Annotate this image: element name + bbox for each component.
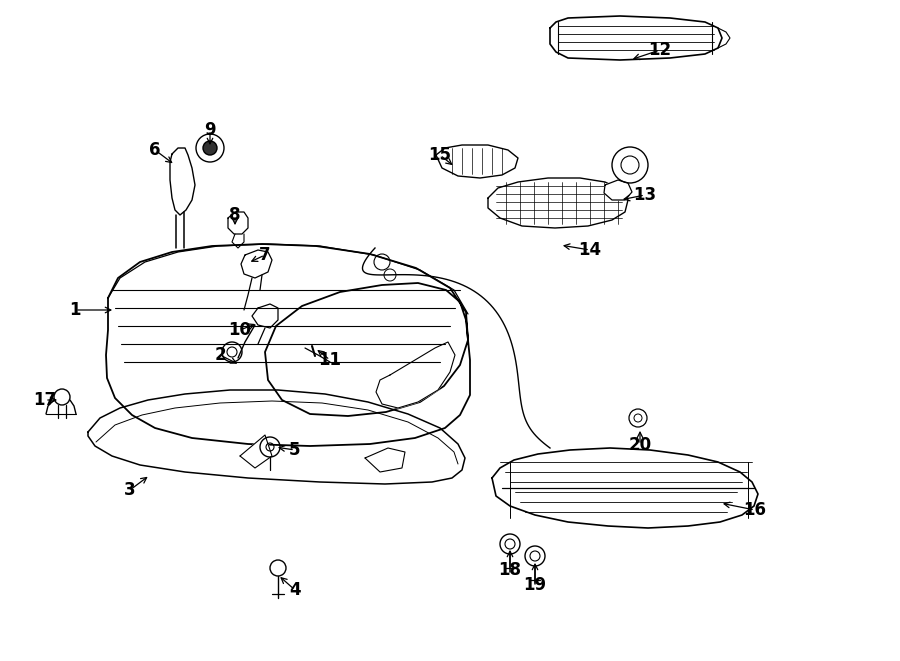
Text: 13: 13 xyxy=(634,186,657,204)
Polygon shape xyxy=(170,148,195,215)
Text: 7: 7 xyxy=(259,246,271,264)
Text: 17: 17 xyxy=(33,391,57,409)
Text: 3: 3 xyxy=(124,481,136,499)
Polygon shape xyxy=(604,180,632,200)
Polygon shape xyxy=(436,145,518,178)
Polygon shape xyxy=(240,435,272,468)
Polygon shape xyxy=(492,448,758,528)
Text: 14: 14 xyxy=(579,241,601,259)
Polygon shape xyxy=(365,448,405,472)
Text: 16: 16 xyxy=(743,501,767,519)
Text: 10: 10 xyxy=(229,321,251,339)
Circle shape xyxy=(203,141,217,155)
Text: 4: 4 xyxy=(289,581,301,599)
Text: 18: 18 xyxy=(499,561,521,579)
Text: 20: 20 xyxy=(628,436,652,454)
Text: 12: 12 xyxy=(648,41,671,59)
Polygon shape xyxy=(550,16,722,60)
Text: 8: 8 xyxy=(230,206,241,224)
Polygon shape xyxy=(376,342,455,408)
Text: 5: 5 xyxy=(289,441,301,459)
Text: 6: 6 xyxy=(149,141,161,159)
Text: 1: 1 xyxy=(69,301,81,319)
Polygon shape xyxy=(241,250,272,278)
Text: 15: 15 xyxy=(428,146,452,164)
Polygon shape xyxy=(88,390,465,484)
Text: 11: 11 xyxy=(319,351,341,369)
Text: 19: 19 xyxy=(524,576,546,594)
Polygon shape xyxy=(488,178,628,228)
Polygon shape xyxy=(106,244,470,446)
Text: 9: 9 xyxy=(204,121,216,139)
Text: 2: 2 xyxy=(214,346,226,364)
Polygon shape xyxy=(228,212,248,234)
Polygon shape xyxy=(252,304,278,328)
